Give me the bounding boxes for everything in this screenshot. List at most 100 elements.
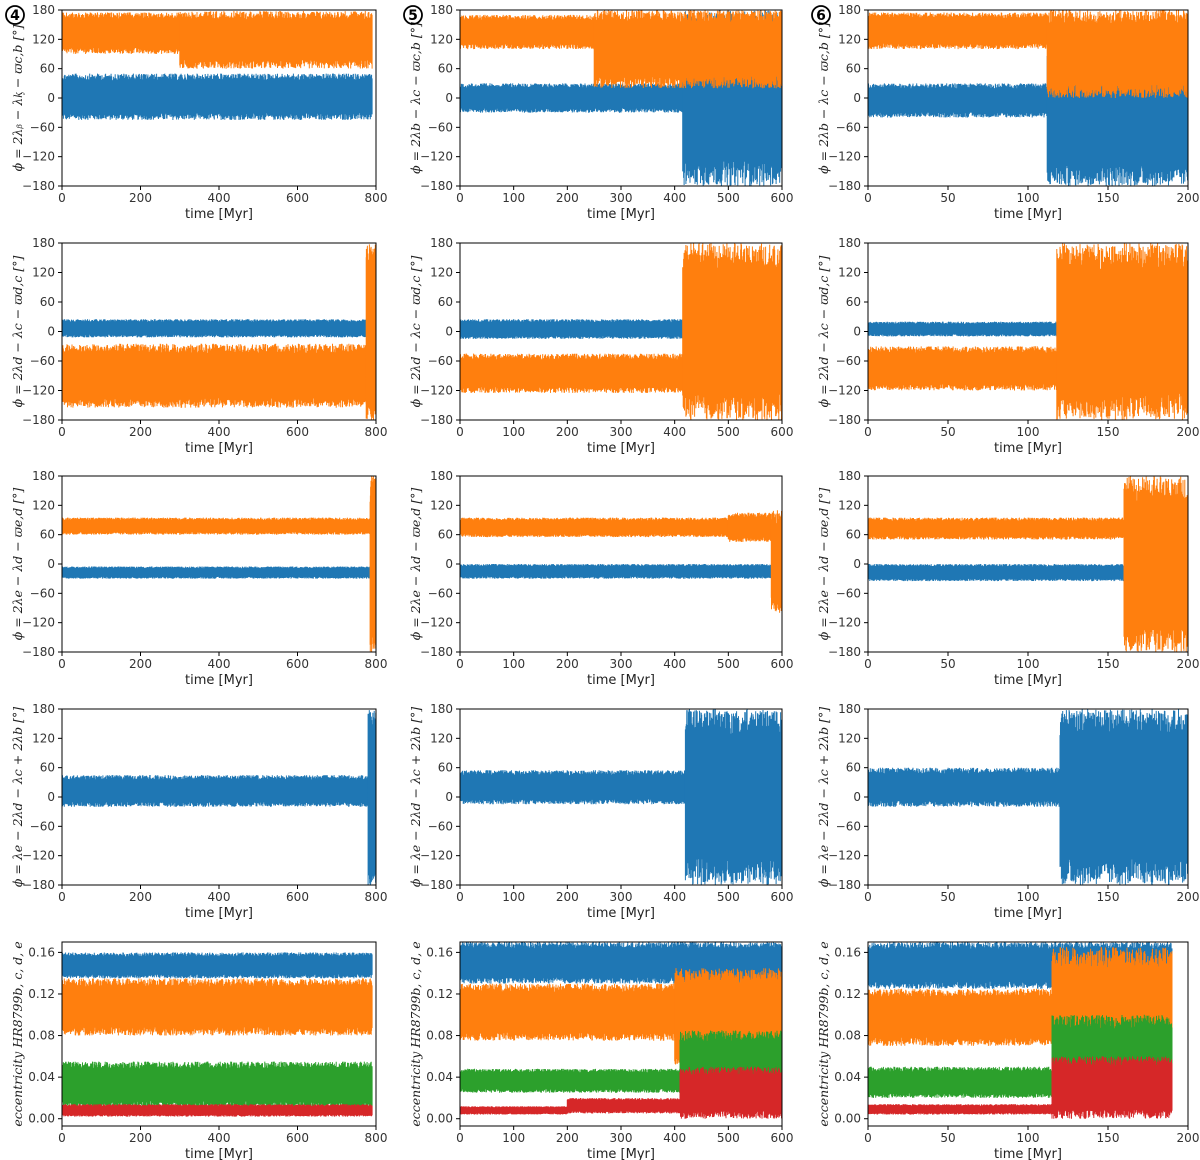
y-tick-label: 60	[438, 62, 453, 76]
y-tick-label: 180	[32, 469, 55, 483]
x-tick-label: 0	[58, 657, 66, 671]
chart-panel-12: 0 50 100 150 200 180 120 60 0 −60 −120 −180 time [My…	[816, 702, 1199, 921]
y-tick-label: 120	[32, 266, 55, 280]
plot-area	[868, 709, 1188, 885]
x-tick-label: 100	[1017, 657, 1040, 671]
x-axis-label: time [Myr]	[994, 1147, 1062, 1160]
y-tick-label: 120	[838, 731, 861, 745]
x-tick-label: 0	[456, 191, 464, 205]
y-tick-label: 60	[846, 295, 861, 309]
plot-area	[460, 942, 782, 1119]
x-axis-label: time [Myr]	[587, 1147, 655, 1160]
x-tick-label: 600	[286, 1131, 309, 1145]
series-blue-segment-2	[1059, 709, 1188, 885]
x-tick-label: 0	[58, 425, 66, 439]
y-tick-label: 180	[32, 236, 55, 250]
y-tick-label: −180	[420, 878, 453, 892]
x-tick-label: 150	[1097, 1131, 1120, 1145]
y-axis-label: ϕ = λe − 2λd − λc + 2λb [°]	[10, 707, 25, 887]
chart-panel-8: 0 100 200 300 400 500 600180120600−60−120−180t…	[408, 469, 793, 688]
y-axis-label: ϕ = 2λe − λd − ϖe,d [°]	[10, 488, 25, 641]
x-tick-label: 200	[129, 657, 152, 671]
series-blue-segment-2	[367, 710, 376, 885]
y-tick-label: −180	[828, 878, 861, 892]
y-axis-label: ϕ = 2λd − λc − ϖd,c [°]	[816, 256, 831, 408]
series-e-segment-1	[868, 1104, 1053, 1115]
y-tick-label: 0	[445, 557, 453, 571]
x-tick-label: 400	[208, 191, 231, 205]
y-tick-label: 120	[32, 498, 55, 512]
x-tick-label: 0	[864, 657, 872, 671]
x-tick-label: 100	[502, 425, 525, 439]
x-tick-label: 0	[456, 657, 464, 671]
y-tick-label: 120	[838, 266, 861, 280]
x-tick-label: 500	[717, 890, 740, 904]
x-tick-label: 400	[663, 425, 686, 439]
series-e-segment-1	[460, 1106, 568, 1115]
x-tick-label: 150	[1097, 890, 1120, 904]
x-tick-label: 600	[771, 657, 794, 671]
x-tick-label: 100	[502, 191, 525, 205]
y-tick-label: 0.00	[834, 1112, 861, 1126]
axes-frame	[61, 475, 377, 653]
series-blue-segment-1	[460, 83, 684, 113]
x-tick-label: 0	[456, 890, 464, 904]
series-orange-segment-2	[727, 512, 772, 543]
series-e-segment-3	[679, 1066, 782, 1119]
y-tick-label: 0	[47, 557, 55, 571]
x-tick-label: 0	[456, 1131, 464, 1145]
chart-panel-2: 0 100 200 300 400 500 600180120600−60−120−180t…	[403, 3, 793, 222]
x-axis-label: time [Myr]	[587, 673, 655, 688]
y-tick-label: 180	[430, 236, 453, 250]
series-e-segment-1	[62, 1104, 373, 1117]
x-tick-label: 500	[717, 191, 740, 205]
y-tick-label: −60	[30, 586, 55, 600]
series-blue-segment-1	[62, 319, 367, 338]
series-blue-segment-1	[62, 73, 373, 121]
y-tick-label: 120	[838, 498, 861, 512]
x-axis-label: time [Myr]	[185, 906, 253, 921]
chart-panel-13: 0 200 400 600 800 0.16 0.12 0.08 0.04 0.00 time [M…	[10, 941, 387, 1160]
y-tick-label: −60	[836, 586, 861, 600]
series-b-segment-1	[62, 952, 373, 979]
chart-panel-14: 0 100 200 300 400 500 600 0.16 0.12 0.08 0.04 0.00 t…	[408, 941, 793, 1160]
y-tick-label: 60	[40, 295, 55, 309]
y-axis-label: ϕ = 2λb − λc − ϖc,b [°]	[816, 22, 831, 174]
y-tick-label: −60	[836, 120, 861, 134]
y-tick-label: 180	[32, 3, 55, 17]
x-tick-label: 800	[365, 890, 388, 904]
x-tick-label: 200	[1177, 657, 1200, 671]
x-axis-label: time [Myr]	[185, 1147, 253, 1160]
x-axis-label: time [Myr]	[185, 441, 253, 456]
series-d-segment-1	[868, 1066, 1053, 1098]
series-orange-segment-2	[369, 476, 376, 652]
x-tick-label: 300	[610, 890, 633, 904]
series-d-segment-1	[460, 1068, 681, 1093]
series-orange-segment-3	[770, 510, 782, 613]
plot-area	[868, 942, 1173, 1119]
y-tick-label: 60	[846, 761, 861, 775]
column-label-circle	[811, 5, 831, 25]
y-tick-label: 180	[430, 3, 453, 17]
y-tick-label: −60	[428, 354, 453, 368]
y-tick-label: −120	[828, 150, 861, 164]
series-blue-segment-1	[62, 566, 371, 579]
y-tick-label: 0.00	[426, 1112, 453, 1126]
chart-panel-5: 0 100 200 300 400 500 600180120600−60−120−180t…	[408, 236, 793, 456]
series-orange-segment-2	[179, 10, 373, 69]
x-tick-label: 100	[502, 890, 525, 904]
series-orange-segment-2	[682, 243, 782, 420]
axes-frame	[459, 475, 783, 653]
y-tick-label: 60	[40, 528, 55, 542]
x-tick-label: 0	[58, 1131, 66, 1145]
x-tick-label: 800	[365, 425, 388, 439]
plot-area	[460, 243, 782, 420]
x-tick-label: 0	[456, 425, 464, 439]
series-orange-segment-2	[1123, 476, 1188, 652]
y-tick-label: 0	[445, 790, 453, 804]
y-axis-label: ϕ = 2λe − λd − ϖe,d [°]	[408, 488, 423, 641]
x-tick-label: 100	[1017, 890, 1040, 904]
